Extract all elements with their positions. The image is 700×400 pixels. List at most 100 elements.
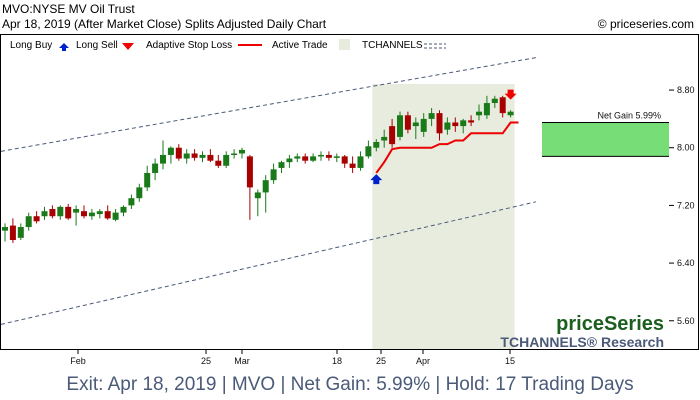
legend-long-buy: Long Buy <box>10 40 52 51</box>
candle-body <box>239 149 245 154</box>
candle-body <box>25 216 32 228</box>
sell-signal-arrow-icon <box>504 89 517 100</box>
candle-body <box>167 147 174 155</box>
channel-lower-line <box>0 201 537 325</box>
candle-body <box>231 153 238 155</box>
candle-body <box>191 153 198 158</box>
candle-body <box>483 103 490 116</box>
candle-body <box>183 153 190 159</box>
candle-body <box>373 141 380 148</box>
y-tick-label: 7.20 <box>677 200 695 210</box>
net-gain-box <box>542 122 669 157</box>
candle-body <box>507 111 514 116</box>
y-tick-label: 8.80 <box>677 85 695 95</box>
candle-body <box>215 160 222 166</box>
tchannels-research-text: TCHANNELS® Research <box>500 334 664 350</box>
candle-body <box>270 169 277 181</box>
candle-body <box>49 209 56 217</box>
candle-body <box>389 126 396 145</box>
candle-body <box>73 209 80 213</box>
candle-body <box>136 187 143 199</box>
legend-adaptive-stop: Adaptive Stop Loss <box>146 40 232 51</box>
candle-body <box>57 206 64 217</box>
candle-body <box>81 211 87 217</box>
x-tick-label: Apr <box>416 356 430 366</box>
y-tick-label: 6.40 <box>677 258 695 268</box>
legend-buy-arrow-icon <box>59 43 69 51</box>
y-tick-label: 5.60 <box>677 316 695 326</box>
candlestick-series <box>2 95 514 243</box>
candle-body <box>349 163 356 168</box>
candle-body <box>199 154 206 158</box>
candle-body <box>468 120 475 123</box>
candle-body <box>452 122 459 127</box>
candle-body <box>436 113 443 134</box>
candle-body <box>412 122 419 127</box>
candle-body <box>333 156 340 158</box>
candle-body <box>152 163 159 173</box>
candle-body <box>397 115 403 137</box>
candle-body <box>294 156 301 159</box>
trade-summary-footer: Exit: Apr 18, 2019 | MVO | Net Gain: 5.9… <box>66 374 634 395</box>
y-tick-label: 8.00 <box>677 143 695 153</box>
candle-body <box>420 118 427 132</box>
candle-body <box>357 156 364 168</box>
candle-body <box>476 111 482 116</box>
chart-subtitle: Apr 18, 2019 (After Market Close) Splits… <box>2 17 327 31</box>
x-axis: Feb 25 Mar 18 25 Apr 15 <box>70 350 515 366</box>
candle-body <box>428 113 435 119</box>
candle-body <box>381 136 388 141</box>
candle-body <box>444 122 451 130</box>
y-axis: 8.80 8.00 7.20 6.40 5.60 <box>669 85 695 326</box>
candle-body <box>491 98 498 104</box>
candle-body <box>246 156 253 188</box>
candle-body <box>65 206 72 219</box>
ticker-title: MVO:NYSE MV Oil Trust <box>2 2 135 16</box>
candle-body <box>341 156 348 164</box>
x-tick-label: 15 <box>505 356 515 366</box>
x-tick-label: 25 <box>376 356 386 366</box>
candle-body <box>207 154 214 161</box>
candle-body <box>404 115 411 130</box>
candle-body <box>88 212 95 217</box>
candle-body <box>325 154 332 158</box>
candle-body <box>262 180 269 193</box>
legend-tchannels: TCHANNELS <box>362 40 423 51</box>
candle-body <box>128 198 135 206</box>
x-tick-label: Feb <box>70 356 86 366</box>
candle-body <box>104 211 111 219</box>
candle-body <box>286 158 293 163</box>
candle-body <box>120 206 127 213</box>
legend-sell-arrow-icon <box>122 43 134 50</box>
candle-body <box>302 156 309 161</box>
adaptive-stop-loss-line <box>375 121 519 174</box>
candle-body <box>33 216 40 222</box>
candle-body <box>310 156 317 161</box>
legend-active-swatch <box>339 39 350 50</box>
candle-body <box>254 192 261 199</box>
candle-body <box>318 154 324 157</box>
candle-body <box>160 154 166 164</box>
legend-active-trade: Active Trade <box>272 40 328 51</box>
active-trade-region <box>372 84 515 349</box>
candle-body <box>175 147 182 159</box>
candle-body <box>223 154 230 166</box>
copyright-text: © priceseries.com <box>597 17 694 31</box>
candle-body <box>278 162 285 168</box>
plot-border <box>0 34 699 350</box>
candle-body <box>112 212 119 220</box>
candle-body <box>460 120 467 127</box>
price-chart: 8.80 8.00 7.20 6.40 5.60 Feb 25 Mar 18 25 Apr 15 N… <box>0 34 699 366</box>
x-tick-label: 18 <box>332 356 342 366</box>
x-tick-label: Mar <box>234 356 250 366</box>
candle-body <box>9 225 16 241</box>
legend-long-sell: Long Sell <box>76 40 118 51</box>
buy-signal-arrow-icon <box>370 174 383 185</box>
candle-body <box>365 146 372 157</box>
candle-body <box>17 227 24 238</box>
candle-body <box>96 211 103 215</box>
net-gain-label: Net Gain 5.99% <box>597 110 661 120</box>
legend-background <box>1 35 449 54</box>
priceseries-logo-text: priceSeries <box>556 313 664 335</box>
candle-body <box>2 227 8 231</box>
